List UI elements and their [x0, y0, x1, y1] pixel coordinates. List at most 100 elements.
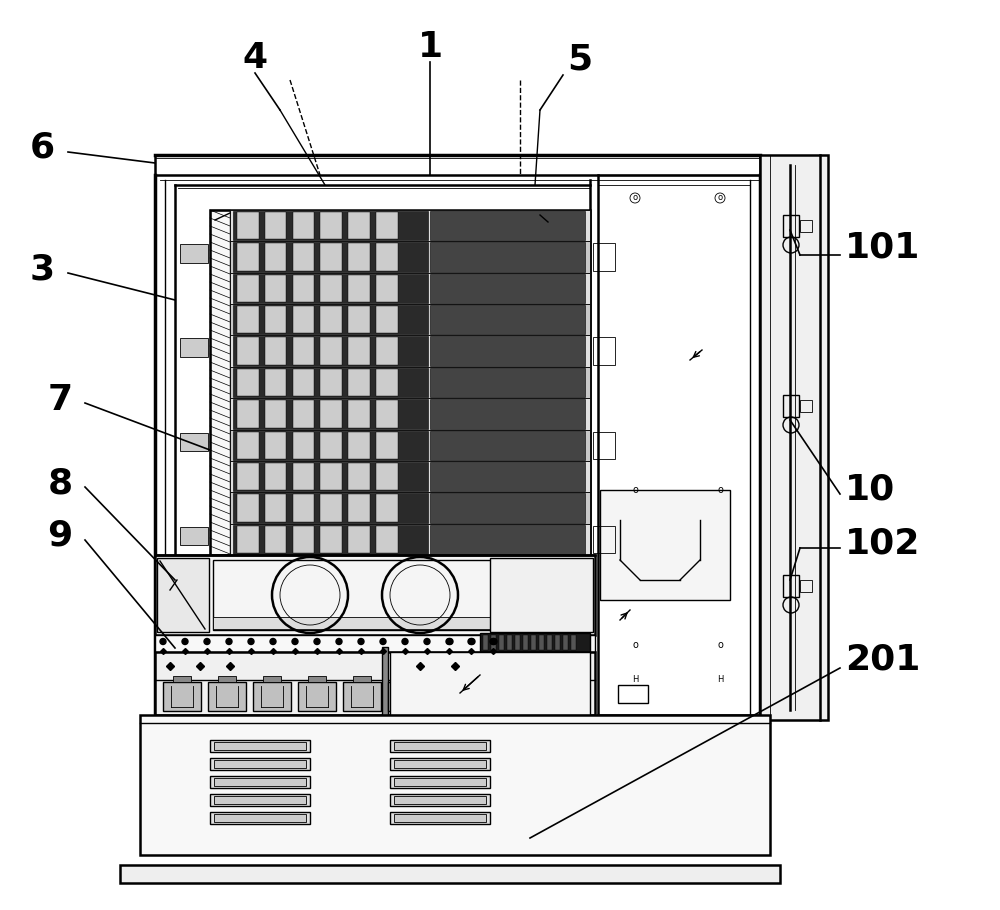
Bar	[483, 635, 488, 650]
Bar	[490, 558, 593, 632]
Bar	[394, 778, 486, 786]
Bar	[547, 635, 552, 650]
Bar	[233, 242, 428, 272]
Bar	[208, 682, 246, 711]
Bar	[348, 338, 370, 365]
Bar	[593, 243, 615, 271]
Circle shape	[358, 639, 364, 644]
Circle shape	[248, 639, 254, 644]
Bar	[180, 527, 208, 545]
Bar	[230, 430, 590, 460]
Bar	[213, 617, 508, 629]
Bar	[348, 463, 370, 490]
Bar	[210, 210, 230, 555]
Bar	[237, 463, 259, 490]
Bar	[394, 760, 486, 768]
Bar	[390, 812, 490, 824]
Bar	[394, 796, 486, 804]
Bar	[230, 336, 590, 367]
Text: 5: 5	[567, 43, 593, 77]
Bar	[140, 715, 770, 855]
Bar	[480, 633, 590, 654]
Bar	[265, 306, 286, 333]
Circle shape	[447, 639, 453, 644]
Circle shape	[402, 639, 408, 644]
Bar	[376, 400, 398, 428]
Bar	[398, 676, 416, 682]
Text: o: o	[717, 640, 723, 650]
Bar	[320, 463, 342, 490]
Circle shape	[182, 639, 188, 644]
Bar	[293, 306, 314, 333]
Bar	[155, 652, 595, 715]
Bar	[210, 740, 310, 752]
Bar	[507, 635, 512, 650]
Bar	[320, 526, 342, 553]
Bar	[430, 305, 585, 335]
Bar	[263, 676, 281, 682]
Bar	[563, 635, 568, 650]
Bar	[230, 492, 590, 523]
Text: o: o	[717, 485, 723, 495]
Bar	[618, 685, 648, 703]
Text: 102: 102	[845, 526, 920, 560]
Bar	[320, 431, 342, 459]
Bar	[120, 865, 780, 883]
Bar	[155, 555, 595, 635]
Bar	[320, 400, 342, 428]
Bar	[214, 760, 306, 768]
Circle shape	[468, 639, 474, 644]
Bar	[293, 494, 314, 521]
Bar	[593, 526, 615, 553]
Text: H: H	[632, 675, 638, 684]
Bar	[293, 463, 314, 490]
Bar	[394, 814, 486, 822]
Circle shape	[380, 639, 386, 644]
Bar	[230, 304, 590, 336]
Bar	[230, 460, 590, 492]
Bar	[390, 794, 490, 806]
Bar	[515, 635, 520, 650]
Bar	[491, 635, 496, 650]
Bar	[600, 490, 730, 600]
Bar	[800, 400, 812, 412]
Bar	[230, 210, 590, 241]
Bar	[293, 212, 314, 239]
Bar	[499, 635, 504, 650]
Bar	[173, 676, 191, 682]
Bar	[531, 635, 536, 650]
Bar	[443, 676, 461, 682]
Bar	[230, 399, 590, 430]
Bar	[571, 635, 576, 650]
Bar	[430, 211, 585, 240]
Bar	[265, 275, 286, 302]
Bar	[376, 338, 398, 365]
Bar	[376, 243, 398, 271]
Bar	[348, 400, 370, 428]
Bar	[348, 431, 370, 459]
Bar	[237, 494, 259, 521]
Bar	[430, 525, 585, 554]
Bar	[265, 494, 286, 521]
Circle shape	[314, 639, 320, 644]
Bar	[233, 399, 428, 429]
Bar	[298, 682, 336, 711]
Bar	[213, 560, 508, 630]
Bar	[265, 212, 286, 239]
Text: 1: 1	[417, 30, 443, 64]
Bar	[237, 431, 259, 459]
Bar	[233, 525, 428, 554]
Bar	[348, 494, 370, 521]
Bar	[230, 273, 590, 304]
Text: 201: 201	[845, 643, 920, 677]
Bar	[433, 682, 471, 711]
Bar	[320, 306, 342, 333]
Bar	[430, 368, 585, 397]
Circle shape	[160, 639, 166, 644]
Bar	[265, 338, 286, 365]
Bar	[237, 400, 259, 428]
Bar	[430, 493, 585, 522]
Bar	[233, 274, 428, 303]
Bar	[320, 494, 342, 521]
Bar	[376, 494, 398, 521]
